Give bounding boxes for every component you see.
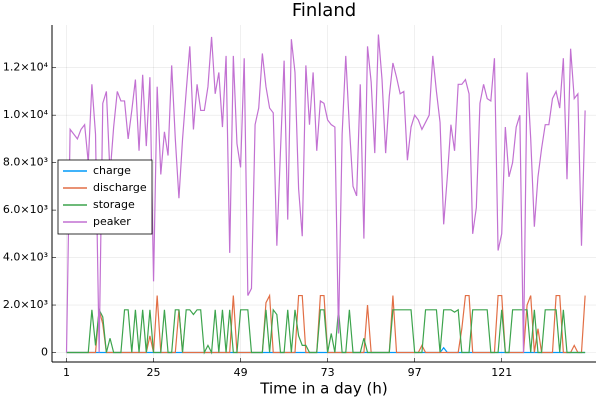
legend-label: storage xyxy=(93,198,135,211)
legend-label: discharge xyxy=(93,181,147,194)
x-tick-label: 25 xyxy=(147,366,161,379)
legend-label: charge xyxy=(93,164,131,177)
y-tick-label: 1.0×10⁴ xyxy=(3,108,49,121)
x-tick-label: 1 xyxy=(63,366,70,379)
y-tick-label: 1.2×10⁴ xyxy=(3,61,49,74)
legend-label: peaker xyxy=(93,215,131,228)
y-tick-label: 6.0×10³ xyxy=(3,203,48,216)
y-tick-label: 2.0×10³ xyxy=(3,298,48,311)
x-tick-label: 121 xyxy=(491,366,512,379)
series-line xyxy=(66,307,586,355)
y-tick-label: 8.0×10³ xyxy=(3,156,48,169)
series-line xyxy=(66,346,586,354)
y-tick-label: 4.0×10³ xyxy=(3,251,48,264)
y-tick-label: 0 xyxy=(41,346,48,359)
series-line xyxy=(65,34,586,353)
x-tick-label: 49 xyxy=(234,366,248,379)
x-axis-label: Time in a day (h) xyxy=(259,380,387,398)
chart-title: Finland xyxy=(292,0,356,21)
x-tick-label: 97 xyxy=(408,366,422,379)
x-tick-label: 73 xyxy=(321,366,335,379)
